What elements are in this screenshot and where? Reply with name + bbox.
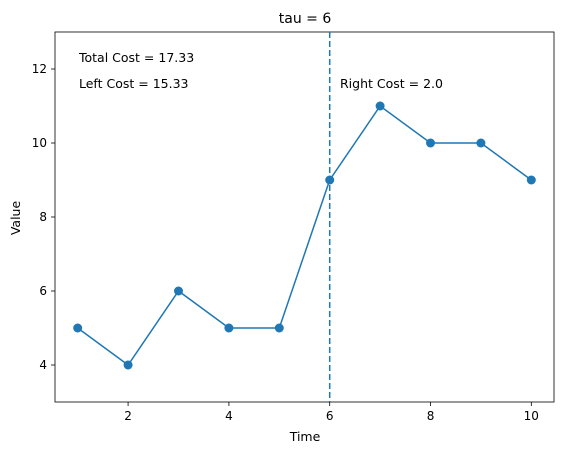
y-tick-label: 12 (32, 62, 47, 76)
x-tick-label: 4 (225, 409, 233, 423)
left-cost-annotation: Left Cost = 15.33 (79, 76, 189, 91)
data-point (173, 286, 183, 296)
data-point (426, 138, 436, 148)
y-tick-label: 8 (39, 210, 47, 224)
x-tick-label: 2 (124, 409, 132, 423)
x-tick-label: 8 (427, 409, 435, 423)
data-point (224, 323, 234, 333)
y-tick-label: 10 (32, 136, 47, 150)
data-point (476, 138, 486, 148)
data-point (375, 101, 385, 111)
x-axis-label: Time (289, 429, 321, 444)
x-tick-label: 6 (326, 409, 334, 423)
y-tick-label: 4 (39, 358, 47, 372)
data-point (274, 323, 284, 333)
data-point (325, 175, 335, 185)
chart-title: tau = 6 (279, 11, 332, 27)
series-line (77, 104, 532, 367)
data-point (123, 360, 133, 370)
data-point (73, 323, 83, 333)
right-cost-annotation: Right Cost = 2.0 (340, 76, 443, 91)
total-cost-annotation: Total Cost = 17.33 (78, 50, 194, 65)
y-axis-label: Value (8, 201, 23, 236)
data-point (526, 175, 536, 185)
y-tick-label: 6 (39, 284, 47, 298)
x-tick-label: 10 (524, 409, 539, 423)
